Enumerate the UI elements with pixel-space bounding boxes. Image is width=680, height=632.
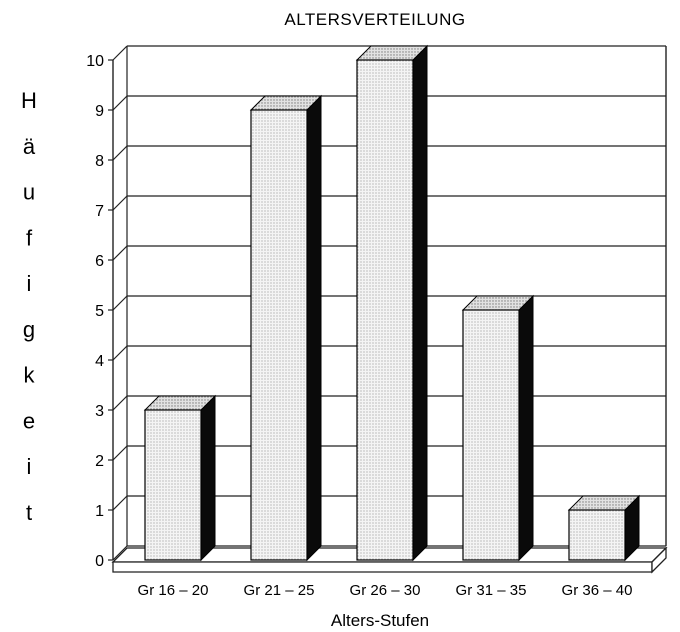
x-tick-label: Gr 16 – 20 xyxy=(138,582,209,599)
grid-line xyxy=(112,95,128,111)
y-axis-label-letter: t xyxy=(26,500,32,525)
y-tick-label: 7 xyxy=(95,203,104,220)
grid-line xyxy=(112,145,128,161)
y-axis-label-letter: i xyxy=(27,454,32,479)
chart-title: ALTERSVERTEILUNG xyxy=(284,10,465,29)
x-tick-label: Gr 21 – 25 xyxy=(244,582,315,599)
y-axis-label-letter: e xyxy=(23,408,35,433)
y-tick-label: 0 xyxy=(95,553,104,570)
x-tick-label: Gr 31 – 35 xyxy=(456,582,527,599)
y-tick-label: 10 xyxy=(86,53,104,70)
bar xyxy=(461,294,535,562)
x-tick-label: Gr 36 – 40 xyxy=(562,582,633,599)
grid-line xyxy=(112,245,128,261)
y-tick-label: 3 xyxy=(95,403,104,420)
y-axis-label-letter: u xyxy=(23,180,35,205)
bars xyxy=(143,44,641,562)
bar-side xyxy=(200,394,216,562)
y-tick-label: 1 xyxy=(95,503,104,520)
y-axis-label-letter: g xyxy=(23,317,35,342)
y-axis-label-letter: i xyxy=(27,271,32,296)
y-tick-label: 6 xyxy=(95,253,104,270)
grid-line xyxy=(112,195,128,211)
y-axis-label-letter: f xyxy=(26,225,33,250)
bar-front xyxy=(144,409,202,561)
y-axis-label-letter: H xyxy=(21,88,37,113)
bar-front xyxy=(356,59,414,561)
y-axis-ticks: 0 1 2 3 4 5 6 7 8 9 10 xyxy=(86,53,104,570)
bar-side xyxy=(306,94,322,562)
y-tick-label: 4 xyxy=(95,353,104,370)
bar-front xyxy=(568,509,626,561)
y-tick-label: 8 xyxy=(95,153,104,170)
grid-line xyxy=(112,295,128,311)
floor-front xyxy=(112,561,653,573)
y-tick-label: 2 xyxy=(95,453,104,470)
bar-side xyxy=(412,44,428,562)
grid-line xyxy=(112,495,128,511)
bar xyxy=(249,94,323,562)
grid-line xyxy=(112,445,128,461)
grid-line xyxy=(112,45,128,61)
y-tick-label: 9 xyxy=(95,103,104,120)
bar xyxy=(567,494,641,562)
bar-side xyxy=(518,294,534,562)
x-tick-label: Gr 26 – 30 xyxy=(350,582,421,599)
bar-front xyxy=(462,309,520,561)
grid-line xyxy=(112,345,128,361)
grid-line xyxy=(112,395,128,411)
y-axis-label-letter: ä xyxy=(23,134,36,159)
x-axis-ticks: Gr 16 – 20 Gr 21 – 25 Gr 26 – 30 Gr 31 – 35… xyxy=(138,582,633,599)
bar xyxy=(355,44,429,562)
y-tick-label: 5 xyxy=(95,303,104,320)
x-axis-label: Alters-Stufen xyxy=(331,611,429,630)
y-axis-label-letter: k xyxy=(24,363,36,388)
bar-front xyxy=(250,109,308,561)
bar xyxy=(143,394,217,562)
floor-side xyxy=(651,546,667,574)
grid-line xyxy=(112,545,128,561)
